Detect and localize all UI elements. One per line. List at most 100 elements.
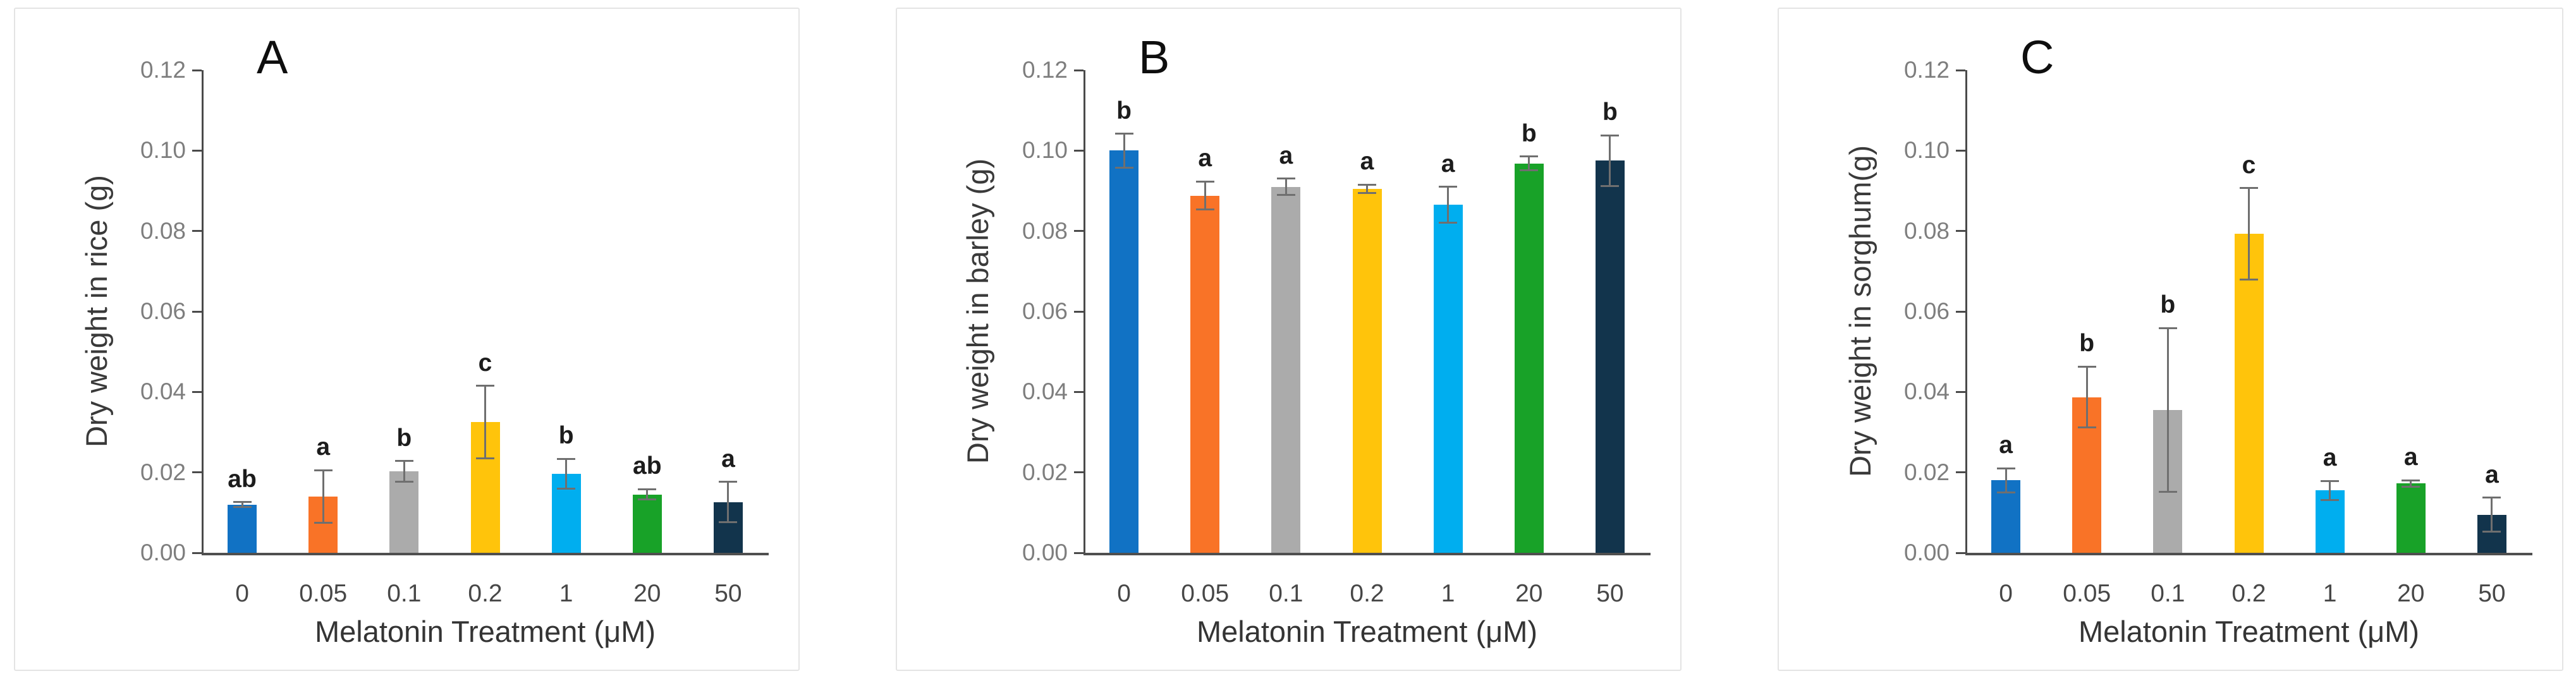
x-tick-label: 1	[559, 580, 573, 607]
error-bar-line	[1204, 181, 1206, 210]
error-bar-top-cap	[1276, 178, 1295, 180]
error-bar-top-cap	[2402, 479, 2420, 481]
error-bar-bottom-cap	[2158, 491, 2177, 493]
y-axis-tick	[1074, 471, 1084, 474]
significance-letter: a	[1279, 142, 1293, 169]
error-bar-bottom-cap	[2482, 530, 2501, 533]
x-tick-label: 50	[2478, 580, 2506, 607]
panel-c-sorghum-chart: C Dry weight in sorghum(g) Melatonin Tre…	[1778, 8, 2563, 671]
error-bar-line	[2005, 468, 2007, 493]
bar	[1595, 160, 1625, 553]
x-tick-label: 1	[2323, 580, 2337, 607]
y-axis-tick	[1074, 69, 1084, 71]
error-bar-bottom-cap	[1439, 222, 1458, 224]
error-bar-line	[2166, 328, 2169, 492]
significance-letter: a	[1441, 150, 1455, 178]
x-axis-title: Melatonin Treatment (μM)	[314, 615, 656, 648]
bar	[1271, 186, 1301, 553]
x-tick-label: 0	[1999, 580, 2013, 607]
x-tick-label: 0.1	[1269, 580, 1303, 607]
y-axis-tick	[1074, 230, 1084, 232]
x-tick-label: 0.2	[468, 580, 503, 607]
significance-letter: c	[478, 349, 492, 377]
significance-letter: c	[2242, 151, 2256, 179]
significance-letter: a	[721, 445, 735, 473]
error-bar-line	[322, 470, 324, 523]
bar	[1352, 188, 1382, 553]
significance-letter: b	[1602, 99, 1618, 126]
x-tick-label: 0.1	[2151, 580, 2185, 607]
error-bar-bottom-cap	[1520, 169, 1539, 172]
significance-letter: b	[2079, 330, 2095, 358]
error-bar-top-cap	[2321, 480, 2340, 482]
error-bar-line	[1366, 184, 1368, 193]
error-bar-top-cap	[1114, 133, 1133, 135]
y-tick-label: 0.06	[1903, 298, 1950, 324]
error-bar-line	[1285, 178, 1287, 195]
x-tick-label: 20	[1515, 580, 1543, 607]
x-tick-label: 0.05	[299, 580, 348, 607]
error-bar-bottom-cap	[394, 481, 413, 483]
x-tick-label: 0	[235, 580, 249, 607]
error-bar-top-cap	[2482, 497, 2501, 499]
error-bar-line	[2085, 366, 2088, 428]
significance-letter: ab	[228, 465, 257, 493]
significance-letter: a	[2485, 461, 2499, 488]
error-bar-bottom-cap	[1114, 166, 1133, 169]
error-bar-line	[2329, 481, 2331, 500]
error-bar-line	[565, 459, 568, 489]
y-tick-label: 0.10	[1022, 137, 1068, 164]
error-bar-line	[2248, 188, 2250, 280]
x-tick-label: 0	[1117, 580, 1131, 607]
y-axis-tick	[1074, 310, 1084, 313]
error-bar-line	[1447, 186, 1450, 223]
panel-label: C	[2020, 31, 2055, 83]
error-bar-top-cap	[1358, 183, 1376, 186]
y-axis-tick	[1956, 471, 1965, 474]
error-bar-top-cap	[233, 501, 252, 504]
y-axis-tick	[192, 390, 202, 393]
x-axis-line	[1965, 553, 2532, 555]
y-axis-line	[202, 70, 204, 555]
error-bar-top-cap	[2240, 187, 2258, 190]
error-bar-bottom-cap	[638, 498, 657, 501]
significance-letter: b	[1116, 97, 1132, 124]
panel-label: B	[1138, 31, 1171, 83]
bar	[1109, 150, 1139, 553]
x-tick-label: 50	[714, 580, 742, 607]
y-axis-tick	[192, 69, 202, 71]
significance-letter: b	[558, 422, 574, 450]
error-bar-bottom-cap	[1996, 492, 2015, 493]
significance-letter: a	[2323, 444, 2337, 472]
error-bar-bottom-cap	[1601, 184, 1620, 187]
bar	[1433, 205, 1463, 553]
panel-b-barley-chart: B Dry weight in barley (g) Melatonin Tre…	[896, 8, 1682, 671]
error-bar-line	[2491, 497, 2493, 532]
x-tick-label: 0.2	[1350, 580, 1384, 607]
error-bar-bottom-cap	[2402, 486, 2420, 488]
significance-letter: b	[396, 424, 412, 452]
y-tick-label: 0.00	[140, 540, 186, 565]
x-tick-label: 0.2	[2231, 580, 2266, 607]
error-bar-line	[484, 385, 486, 459]
y-axis-tick	[1074, 390, 1084, 393]
y-axis-tick	[1074, 552, 1084, 554]
y-tick-label: 0.12	[1022, 57, 1068, 83]
error-bar-top-cap	[2158, 327, 2177, 329]
y-tick-label: 0.08	[1022, 217, 1068, 244]
error-bar-line	[2410, 480, 2412, 487]
error-bar-bottom-cap	[1195, 208, 1214, 211]
x-axis-line	[202, 553, 769, 555]
y-tick-label: 0.02	[140, 459, 186, 485]
y-tick-label: 0.10	[140, 137, 186, 164]
bar	[228, 504, 257, 553]
error-bar-top-cap	[394, 460, 413, 462]
x-axis-title: Melatonin Treatment (μM)	[1196, 615, 1538, 648]
y-tick-label: 0.04	[140, 378, 186, 405]
x-tick-label: 0.05	[2063, 580, 2111, 607]
error-bar-bottom-cap	[2321, 499, 2340, 502]
y-tick-label: 0.02	[1022, 459, 1068, 485]
error-bar-line	[241, 502, 243, 507]
y-tick-label: 0.00	[1903, 540, 1950, 565]
x-tick-label: 20	[2397, 580, 2425, 607]
